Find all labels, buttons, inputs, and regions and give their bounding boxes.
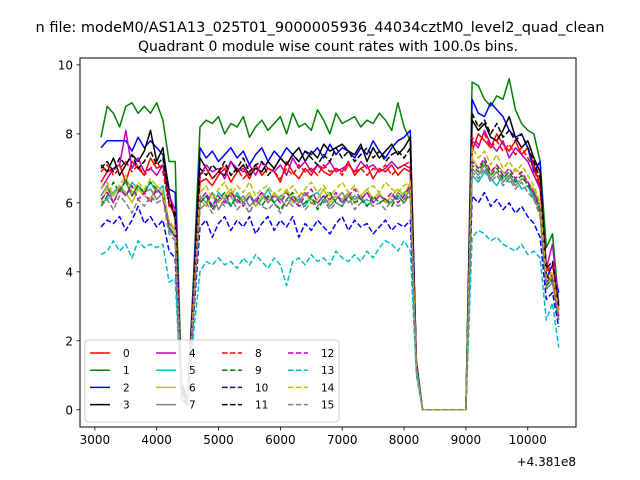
figure-suptitle: n file: modeM0/AS1A13_025T01_9000005936_… xyxy=(36,20,605,36)
legend-label: 9 xyxy=(255,365,262,377)
series-line-10 xyxy=(100,191,560,411)
y-tick-label: 2 xyxy=(65,334,73,348)
series-line-14 xyxy=(100,146,560,411)
legend-label: 14 xyxy=(321,382,335,394)
plot-area: 3000 4000 5000 6000 7000 8000 9000 10000 0 2 4 6 8 1… xyxy=(58,57,577,469)
legend-label: 7 xyxy=(189,400,196,412)
x-offset-label: +4.381e8 xyxy=(517,455,576,469)
legend-label: 15 xyxy=(321,400,334,412)
legend-label: 2 xyxy=(123,382,130,394)
legend-label: 3 xyxy=(123,400,130,412)
axes-frame xyxy=(79,57,577,428)
y-tick-label: 6 xyxy=(65,196,73,210)
legend-label: 13 xyxy=(321,365,334,377)
y-axis: 0 2 4 6 8 10 xyxy=(58,58,80,417)
x-tick-label: 7000 xyxy=(327,433,358,447)
legend-label: 0 xyxy=(123,348,130,360)
x-tick-label: 3000 xyxy=(80,433,111,447)
x-tick-label: 10000 xyxy=(509,433,547,447)
legend-box xyxy=(84,339,340,423)
legend-label: 8 xyxy=(255,348,262,360)
y-tick-label: 0 xyxy=(65,403,73,417)
x-tick-label: 8000 xyxy=(389,433,420,447)
x-tick-label: 5000 xyxy=(203,433,234,447)
x-tick-label: 9000 xyxy=(451,433,482,447)
series-line-15 xyxy=(100,167,560,411)
chart-title: Quadrant 0 module wise count rates with … xyxy=(138,39,518,55)
legend-label: 10 xyxy=(255,382,268,394)
legend-label: 6 xyxy=(189,382,196,394)
legend-label: 12 xyxy=(321,348,334,360)
y-tick-label: 10 xyxy=(58,58,73,72)
legend-label: 4 xyxy=(189,348,196,360)
y-tick-label: 8 xyxy=(65,127,73,141)
legend-label: 5 xyxy=(189,365,196,377)
x-tick-label: 4000 xyxy=(141,433,172,447)
legend-label: 1 xyxy=(123,365,130,377)
series-line-9 xyxy=(100,160,560,411)
series-line-13 xyxy=(100,229,560,411)
series-layer xyxy=(100,77,560,411)
legend-label: 11 xyxy=(255,400,268,412)
x-axis: 3000 4000 5000 6000 7000 8000 9000 10000 xyxy=(80,427,547,447)
x-tick-label: 6000 xyxy=(265,433,296,447)
y-tick-label: 4 xyxy=(65,265,73,279)
